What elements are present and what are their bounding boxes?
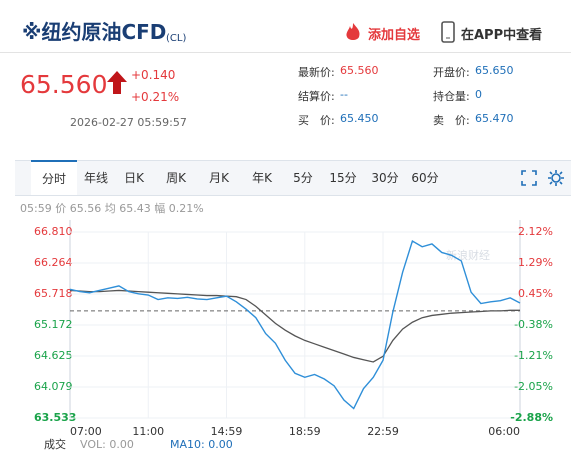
field-value: 65.450: [340, 112, 379, 125]
y-tick-label: 64.079: [34, 380, 73, 393]
average-line: [69, 289, 520, 363]
field-label: 买 价:: [298, 114, 335, 127]
field-label: 卖 价:: [433, 114, 470, 127]
info-label: 幅: [154, 202, 166, 215]
x-tick-label: 06:00: [488, 425, 520, 438]
volume-label: 成交: [44, 437, 66, 451]
tab[interactable]: 周K: [166, 171, 186, 185]
info-time: 05:59: [20, 202, 52, 215]
flame-icon: [346, 23, 360, 40]
tab[interactable]: 分时: [31, 160, 77, 195]
info-label: 均: [104, 202, 116, 215]
price-line: [69, 240, 521, 410]
field-value: 65.470: [475, 112, 514, 125]
chart: 63.533 64.079 64.625 65.172 65.718 66.264 66.8…: [34, 220, 553, 451]
tab[interactable]: 30分: [371, 171, 399, 185]
field-label: 持仓量:: [433, 90, 470, 103]
field-value: 65.560: [340, 64, 379, 77]
tab[interactable]: 日K: [124, 171, 144, 185]
info-value: 65.43: [119, 202, 151, 215]
open-app[interactable]: 在APP中查看: [461, 28, 543, 43]
field-label: 最新价:: [298, 66, 335, 79]
info-value: 0.21%: [168, 202, 204, 215]
y-tick-label: 63.533: [34, 411, 76, 424]
add-watchlist[interactable]: 添加自选: [368, 28, 421, 43]
y2-tick-label: -2.88%: [510, 411, 553, 424]
x-tick-label: 18:59: [289, 425, 321, 438]
y2-tick-label: -2.05%: [514, 380, 553, 393]
change: +0.140: [131, 68, 176, 82]
y2-tick-label: 2.12%: [518, 225, 553, 238]
field-value: 65.650: [475, 64, 514, 77]
volume-ma10: MA10: 0.00: [170, 438, 233, 451]
fullscreen-icon[interactable]: [521, 170, 537, 186]
tab[interactable]: 年K: [252, 171, 272, 185]
quote-time: 2026-02-27 05:59:57: [70, 116, 187, 129]
x-tick-label: 22:59: [367, 425, 399, 438]
title: ※纽约原油CFD: [22, 20, 167, 44]
tab[interactable]: 月K: [209, 171, 229, 185]
change-pct: +0.21%: [131, 90, 180, 104]
y2-tick-label: -0.38%: [514, 318, 553, 331]
x-tick-label: 07:00: [70, 425, 102, 438]
field-value: 0: [475, 88, 482, 101]
info-value: 65.56: [69, 202, 102, 215]
y-tick-label: 66.810: [34, 225, 73, 238]
divider: [0, 52, 571, 53]
tab-bar: 分时 年线 日K 周K 月K 年K 5分 15分 30分 60分: [15, 160, 571, 196]
phone-icon: [441, 21, 455, 43]
watermark: 新浪财经: [446, 248, 490, 262]
info-label: 价: [55, 202, 67, 215]
y-tick-label: 65.172: [34, 318, 73, 331]
x-tick-label: 14:59: [211, 425, 243, 438]
tab[interactable]: 60分: [411, 171, 439, 185]
price: 65.560: [20, 70, 108, 99]
tab[interactable]: 5分: [293, 171, 313, 185]
field-label: 开盘价:: [433, 66, 470, 79]
y2-tick-label: 0.45%: [518, 287, 553, 300]
volume-vol: VOL: 0.00: [80, 438, 134, 451]
settings-icon[interactable]: [548, 170, 564, 186]
y-tick-label: 65.718: [34, 287, 73, 300]
code: (CL): [166, 33, 187, 44]
x-tick-label: 11:00: [132, 425, 164, 438]
field-label: 结算价:: [298, 90, 335, 103]
y-tick-label: 64.625: [34, 349, 73, 362]
y-tick-label: 66.264: [34, 256, 73, 269]
y2-tick-label: 1.29%: [518, 256, 553, 269]
info-line: 05:59 价 65.56 均 65.43 幅 0.21%: [20, 200, 204, 216]
tab[interactable]: 年线: [83, 171, 108, 185]
y2-tick-label: -1.21%: [514, 349, 553, 362]
tab[interactable]: 15分: [329, 171, 357, 185]
field-value: --: [340, 88, 348, 101]
up-arrow: [107, 71, 127, 94]
